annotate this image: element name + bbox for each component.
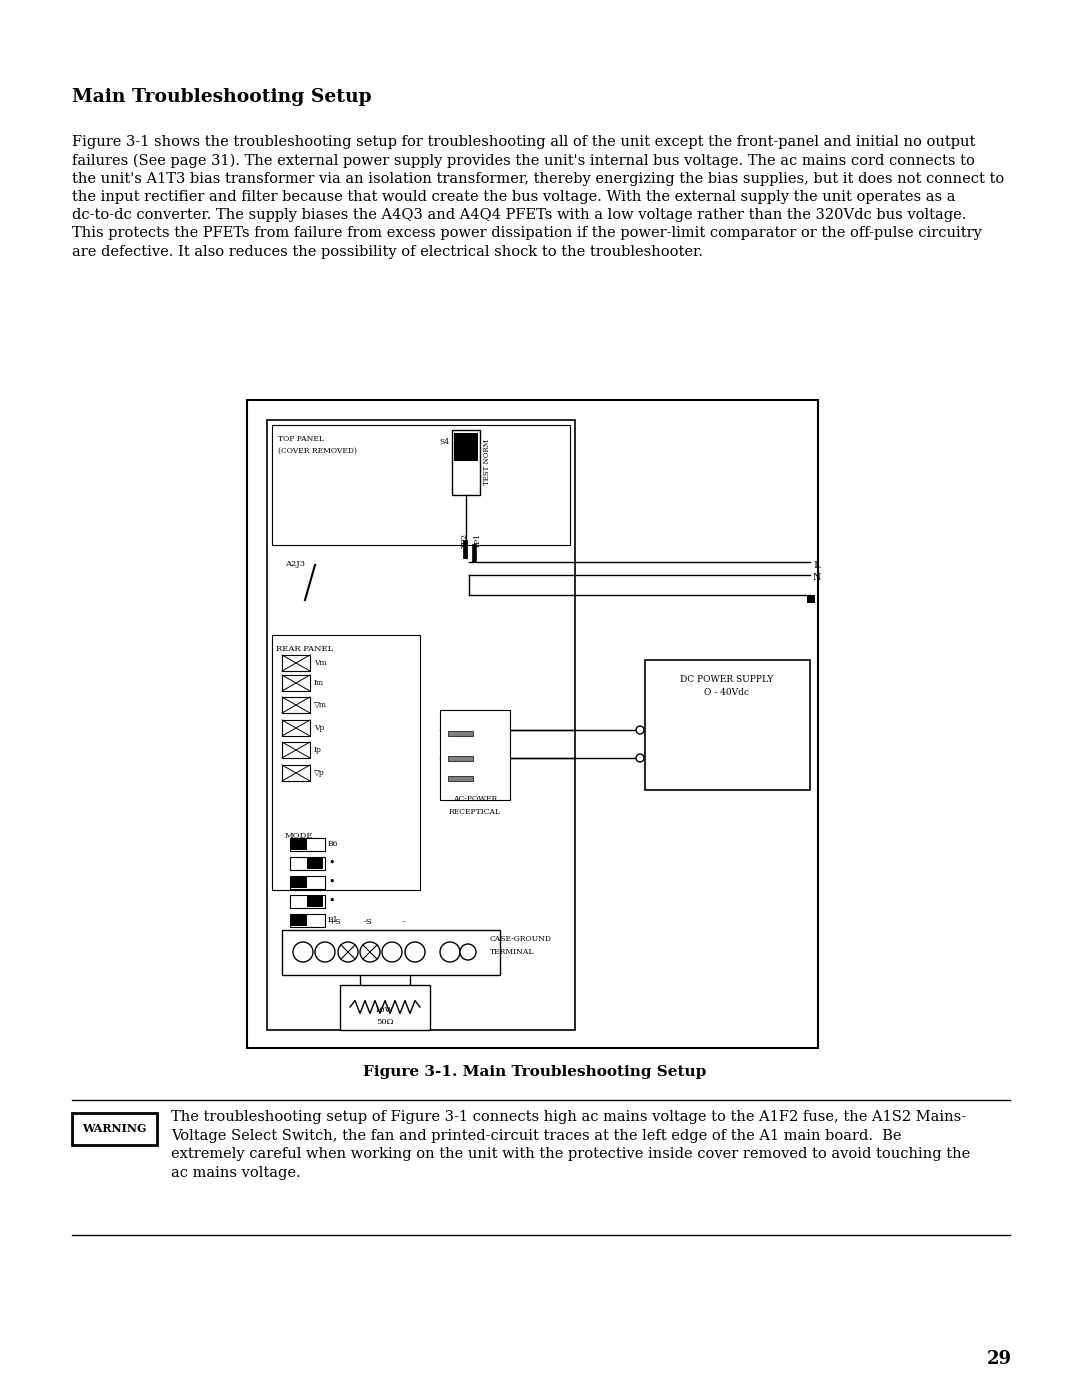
Bar	[448, 731, 473, 736]
Bar	[291, 856, 325, 870]
Bar	[448, 756, 473, 761]
Text: Im: Im	[314, 679, 324, 687]
Bar	[454, 465, 478, 493]
Text: TEST NORM: TEST NORM	[483, 439, 491, 485]
Bar	[282, 655, 310, 671]
Bar	[247, 400, 818, 1048]
Text: MODE: MODE	[285, 833, 313, 840]
Text: AC-POWER: AC-POWER	[453, 795, 497, 803]
Text: 1: 1	[307, 942, 311, 949]
Bar	[453, 430, 480, 495]
Circle shape	[636, 726, 644, 733]
Circle shape	[338, 942, 357, 963]
Text: L: L	[813, 560, 820, 570]
Text: RECEPTICAL: RECEPTICAL	[449, 807, 501, 816]
Bar	[267, 420, 575, 1030]
Text: •: •	[328, 877, 335, 887]
Bar	[291, 914, 325, 928]
Bar	[807, 595, 815, 604]
Text: +S: +S	[328, 918, 341, 926]
Bar	[291, 877, 307, 888]
Bar	[472, 543, 476, 562]
Bar	[645, 659, 810, 789]
Text: B1: B1	[328, 916, 338, 923]
Bar	[272, 425, 570, 545]
Bar	[272, 636, 420, 890]
Bar	[454, 433, 478, 461]
Text: TP1: TP1	[474, 532, 482, 548]
Circle shape	[440, 942, 460, 963]
Text: 29: 29	[987, 1350, 1012, 1368]
Bar	[440, 710, 510, 800]
Text: N: N	[813, 574, 822, 583]
Bar	[291, 838, 325, 851]
Text: +: +	[299, 918, 307, 926]
Bar	[291, 876, 325, 888]
Text: Vm: Vm	[314, 659, 326, 666]
Text: REAR PANEL: REAR PANEL	[276, 645, 334, 652]
Circle shape	[360, 942, 380, 963]
Bar	[282, 719, 310, 736]
Bar	[282, 766, 310, 781]
Text: Figure 3-1 shows the troubleshooting setup for troubleshooting all of the unit e: Figure 3-1 shows the troubleshooting set…	[72, 136, 1004, 258]
Text: A2J3: A2J3	[285, 560, 305, 569]
Text: B6: B6	[328, 840, 338, 848]
Text: -: -	[402, 918, 404, 926]
Text: -S: -S	[364, 918, 373, 926]
Text: WARNING: WARNING	[82, 1123, 146, 1134]
Circle shape	[460, 944, 476, 960]
Bar	[72, 1113, 157, 1146]
Bar	[463, 541, 467, 557]
Text: ▽m: ▽m	[314, 701, 327, 710]
Bar	[448, 775, 473, 781]
Text: O - 40Vdc: O - 40Vdc	[704, 687, 750, 697]
Text: Main Troubleshooting Setup: Main Troubleshooting Setup	[72, 88, 372, 106]
Bar	[282, 697, 310, 712]
Text: (COVER REMOVED): (COVER REMOVED)	[278, 447, 357, 455]
Text: TP2: TP2	[461, 532, 469, 548]
Text: The troubleshooting setup of Figure 3-1 connects high ac mains voltage to the A1: The troubleshooting setup of Figure 3-1 …	[171, 1111, 970, 1180]
Circle shape	[636, 754, 644, 761]
Bar	[282, 675, 310, 692]
Text: Vp: Vp	[314, 724, 324, 732]
Text: TERMINAL: TERMINAL	[490, 949, 535, 956]
Text: TOP PANEL: TOP PANEL	[278, 434, 324, 443]
Circle shape	[315, 942, 335, 963]
Text: Figure 3-1. Main Troubleshooting Setup: Figure 3-1. Main Troubleshooting Setup	[363, 1065, 706, 1078]
Bar	[291, 895, 325, 908]
Text: Ip: Ip	[314, 746, 322, 754]
Circle shape	[293, 942, 313, 963]
Bar	[340, 985, 430, 1030]
Bar	[307, 858, 323, 869]
Text: DC POWER SUPPLY: DC POWER SUPPLY	[680, 675, 773, 685]
Circle shape	[405, 942, 426, 963]
Text: 10W: 10W	[376, 1006, 394, 1014]
Circle shape	[382, 942, 402, 963]
Text: CASE-GROUND: CASE-GROUND	[490, 935, 552, 943]
Bar	[291, 915, 307, 926]
Bar	[282, 742, 310, 759]
Bar	[291, 840, 307, 849]
Bar	[282, 930, 500, 975]
Text: •: •	[328, 858, 335, 868]
Text: ▽p: ▽p	[314, 768, 325, 777]
Bar	[307, 895, 323, 907]
Text: S4: S4	[438, 439, 449, 446]
Text: •: •	[328, 895, 335, 907]
Text: 0: 0	[291, 942, 296, 949]
Text: 50Ω: 50Ω	[376, 1018, 394, 1025]
